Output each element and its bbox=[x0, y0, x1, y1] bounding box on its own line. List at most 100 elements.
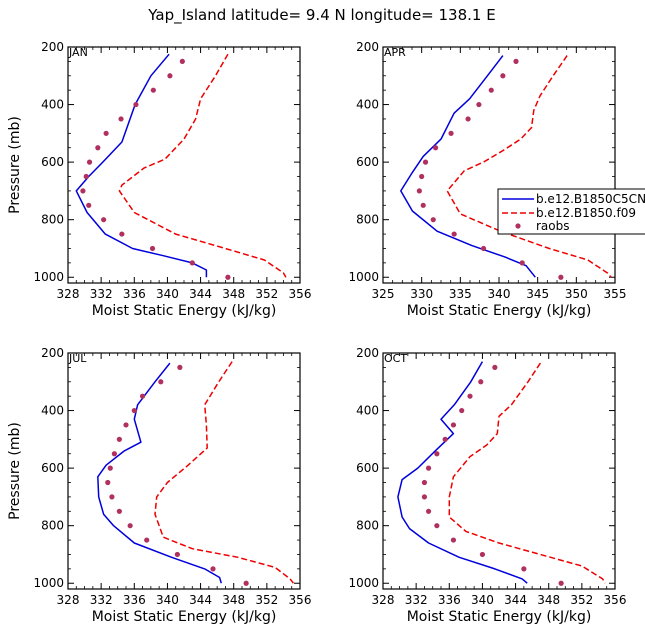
y-tick-label: 200 bbox=[356, 40, 379, 54]
y-tick-label: 600 bbox=[41, 461, 64, 475]
panel-title-jan: JAN bbox=[68, 46, 88, 59]
y-tick-label: 600 bbox=[41, 155, 64, 169]
raobs-point bbox=[467, 393, 473, 399]
legend-label-raobs: raobs bbox=[536, 219, 570, 233]
raobs-point bbox=[465, 116, 471, 122]
x-tick-label: 328 bbox=[372, 593, 395, 607]
raobs-point bbox=[450, 422, 457, 428]
raobs-point bbox=[123, 422, 129, 428]
raobs-point bbox=[86, 159, 93, 165]
raobs-point bbox=[150, 87, 156, 93]
raobs-point bbox=[177, 364, 183, 370]
panel-oct: OCT 328 332 336 340 344 348 352 356 200 400 600 800 1… bbox=[348, 346, 626, 625]
raobs-point bbox=[243, 580, 249, 586]
series-line-c5-jan bbox=[75, 53, 208, 278]
x-tick-label: 345 bbox=[526, 287, 549, 301]
raobs-point bbox=[109, 494, 115, 500]
panel-jul: JUL 328 332 336 340 344 348 352 356 200 400 600 800 1… bbox=[7, 346, 311, 625]
panels-group: JAN 328 332 336 340 344 348 352 356 200 400 600 800 1… bbox=[7, 40, 626, 625]
x-tick-label: 328 bbox=[57, 287, 80, 301]
panel-title-apr: APR bbox=[384, 46, 406, 59]
raobs-point bbox=[478, 379, 484, 385]
series-line-f09-jan bbox=[118, 53, 287, 278]
raobs-point bbox=[116, 508, 122, 514]
x-tick-label: 340 bbox=[488, 287, 511, 301]
raobs-point bbox=[179, 58, 185, 64]
y-tick-label: 200 bbox=[356, 346, 379, 360]
x-tick-label: 332 bbox=[90, 287, 113, 301]
raobs-point bbox=[167, 73, 173, 79]
x-tick-label: 348 bbox=[222, 287, 245, 301]
y-tick-label: 1000 bbox=[33, 576, 64, 590]
x-tick-label: 355 bbox=[604, 287, 627, 301]
y-axis-label-jan: Pressure (mb) bbox=[7, 116, 23, 214]
raobs-point bbox=[127, 523, 133, 529]
y-tick-label: 800 bbox=[41, 519, 64, 533]
y-tick-label: 400 bbox=[41, 404, 64, 418]
raobs-point bbox=[492, 364, 498, 370]
raobs-point bbox=[500, 73, 506, 79]
panel-title-jul: JUL bbox=[68, 352, 87, 365]
x-axis-label-jan: Moist Static Energy (kJ/kg) bbox=[92, 303, 277, 319]
series-line-c5-apr bbox=[400, 55, 536, 278]
raobs-point bbox=[480, 245, 487, 252]
raobs-point bbox=[425, 508, 432, 514]
x-tick-label: 330 bbox=[410, 287, 433, 301]
x-tick-label: 336 bbox=[123, 287, 146, 301]
series-line-c5-oct bbox=[397, 361, 528, 584]
y-tick-label: 800 bbox=[356, 519, 379, 533]
raobs-point bbox=[144, 537, 150, 543]
raobs-point bbox=[80, 188, 86, 194]
y-tick-label: 800 bbox=[41, 213, 64, 227]
x-tick-label: 340 bbox=[156, 287, 179, 301]
plot-frame-oct bbox=[382, 352, 616, 590]
panel-jan: JAN 328 332 336 340 344 348 352 356 200 400 600 800 1… bbox=[7, 40, 311, 319]
raobs-point bbox=[488, 87, 494, 93]
x-tick-label: 348 bbox=[537, 593, 560, 607]
raobs-point bbox=[513, 58, 519, 64]
raobs-point bbox=[416, 188, 422, 194]
y-axis-label-jul: Pressure (mb) bbox=[7, 422, 23, 520]
raobs-point bbox=[111, 451, 117, 457]
x-tick-label: 350 bbox=[565, 287, 588, 301]
raobs-point bbox=[479, 551, 486, 558]
raobs-point bbox=[118, 116, 124, 122]
x-tick-label: 340 bbox=[156, 593, 179, 607]
legend-label-f09: b.e12.B1850.f09 bbox=[536, 206, 636, 220]
x-tick-label: 336 bbox=[123, 593, 146, 607]
x-tick-label: 352 bbox=[255, 287, 278, 301]
raobs-point bbox=[119, 231, 125, 237]
raobs-point bbox=[107, 465, 113, 471]
raobs-point bbox=[419, 173, 425, 180]
x-tick-label: 356 bbox=[289, 287, 312, 301]
raobs-point bbox=[95, 145, 101, 151]
raobs-point bbox=[434, 451, 440, 457]
raobs-point bbox=[558, 274, 564, 280]
y-tick-label: 400 bbox=[356, 98, 379, 112]
y-tick-label: 1000 bbox=[348, 576, 379, 590]
raobs-point bbox=[421, 494, 428, 500]
legend-box bbox=[497, 188, 645, 235]
raobs-point bbox=[434, 523, 440, 529]
raobs-point bbox=[425, 465, 432, 471]
raobs-point bbox=[189, 260, 195, 266]
y-tick-label: 600 bbox=[356, 155, 379, 169]
raobs-point bbox=[451, 231, 457, 237]
x-axis-label-apr: Moist Static Energy (kJ/kg) bbox=[407, 303, 592, 319]
y-tick-label: 800 bbox=[356, 213, 379, 227]
y-tick-label: 400 bbox=[41, 98, 64, 112]
raobs-point bbox=[83, 173, 89, 180]
x-tick-label: 356 bbox=[604, 593, 627, 607]
raobs-point bbox=[476, 101, 482, 108]
x-axis-label-jul: Moist Static Energy (kJ/kg) bbox=[92, 609, 277, 625]
raobs-point bbox=[131, 407, 137, 414]
legend-marker-raobs bbox=[515, 223, 521, 229]
y-tick-label: 200 bbox=[41, 346, 64, 360]
raobs-point bbox=[421, 479, 428, 486]
panel-title-oct: OCT bbox=[384, 352, 407, 365]
raobs-point bbox=[442, 436, 448, 442]
raobs-point bbox=[432, 145, 439, 151]
y-tick-label: 200 bbox=[41, 40, 64, 54]
raobs-point bbox=[430, 217, 436, 223]
x-tick-label: 325 bbox=[372, 287, 395, 301]
